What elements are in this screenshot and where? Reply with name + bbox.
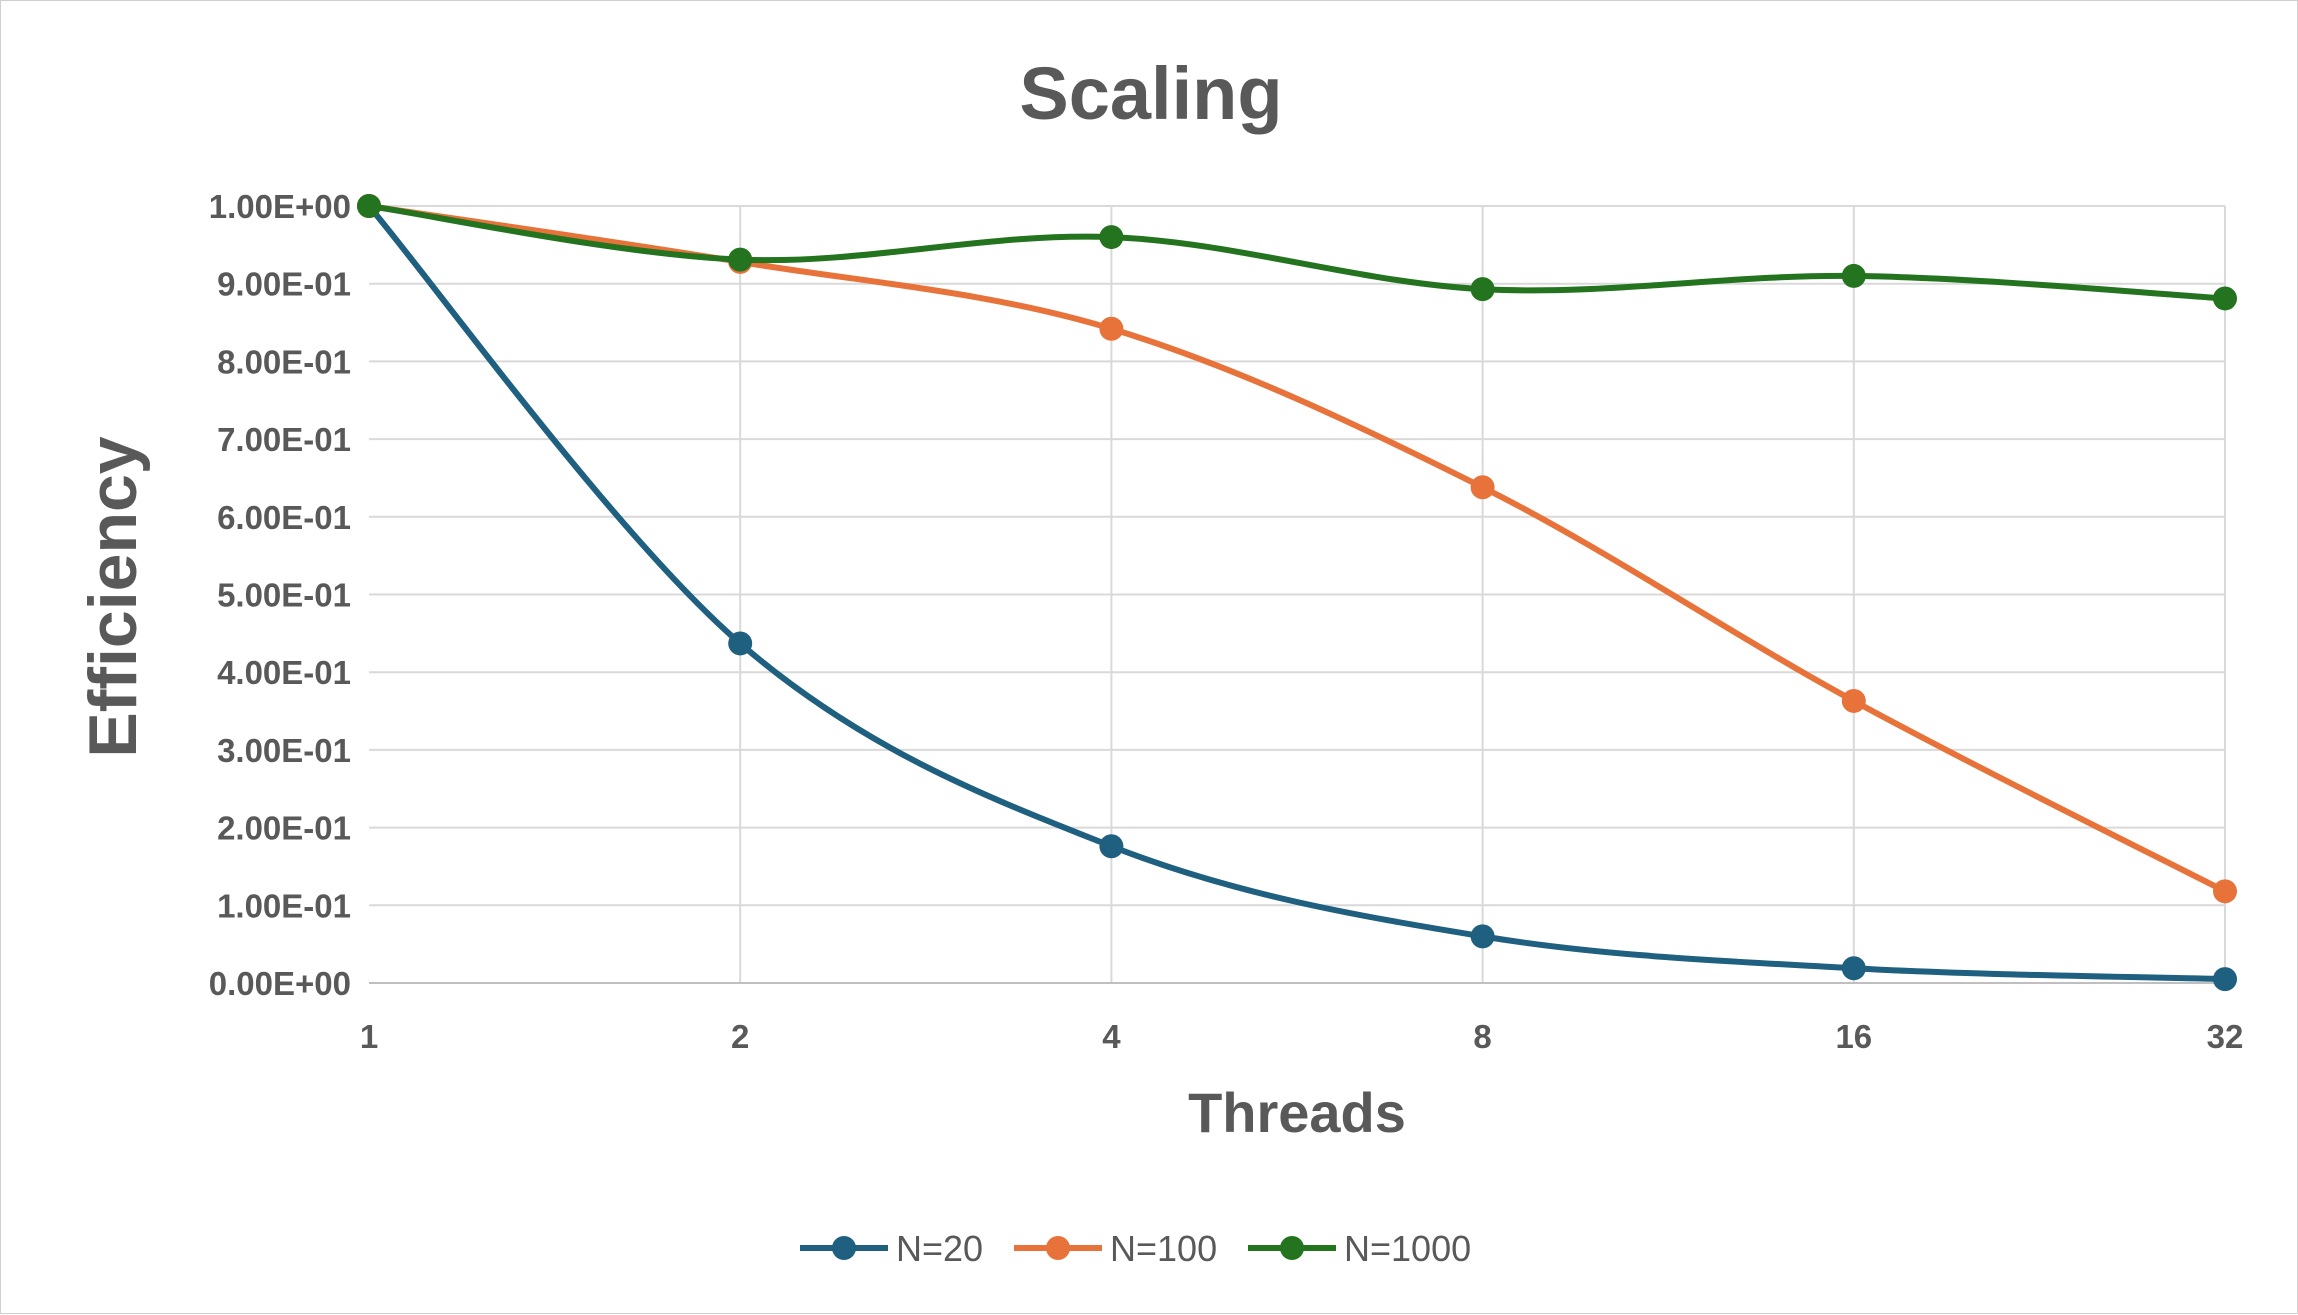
y-tick-label: 6.00E-01: [217, 499, 351, 536]
data-point-n-20: [1841, 956, 1866, 981]
series-line-n-20: [366, 203, 2228, 983]
legend: N=20 N=100 N=1000: [800, 1228, 1471, 1269]
legend-label-n-100: N=100: [1110, 1228, 1217, 1269]
legend-marker-n-1000: [1280, 1236, 1304, 1260]
x-tick-label: 2: [731, 1018, 749, 1055]
data-point-n-100: [1841, 688, 1866, 713]
series-line-n-1000: [366, 203, 2228, 302]
legend-marker-n-100: [1046, 1236, 1070, 1260]
y-tick-label: 9.00E-01: [217, 266, 351, 303]
y-tick-label: 1.00E-01: [217, 887, 351, 924]
y-tick-label: 2.00E-01: [217, 810, 351, 847]
legend-label-n-1000: N=1000: [1344, 1228, 1471, 1269]
x-tick-label: 32: [2207, 1018, 2244, 1055]
legend-label-n-20: N=20: [896, 1228, 983, 1269]
gridlines: [369, 205, 2226, 983]
data-point-n-20: [1099, 834, 1124, 859]
data-point-n-100: [1470, 475, 1495, 500]
data-point-n-100: [2213, 879, 2237, 904]
data-point-n-1000: [2213, 286, 2237, 311]
y-axis-title: Efficiency: [75, 436, 151, 757]
data-point-n-1000: [1841, 263, 1866, 288]
data-point-n-100: [1099, 316, 1124, 341]
x-tick-label: 8: [1473, 1018, 1491, 1055]
legend-entry-n-100: N=100: [1014, 1228, 1217, 1269]
chart-title: Scaling: [1019, 52, 1282, 135]
data-point-n-20: [728, 631, 753, 656]
data-point-n-1000: [1470, 277, 1495, 302]
axes: 0.00E+00 1.00E-01 2.00E-01 3.00E-01 4.00E-01…: [209, 188, 2244, 1055]
legend-entry-n-20: N=20: [800, 1228, 983, 1269]
series-n-20: [357, 194, 2237, 992]
y-tick-label: 5.00E-01: [217, 577, 351, 614]
y-tick-label: 0.00E+00: [209, 965, 351, 1002]
y-tick-label: 1.00E+00: [209, 188, 351, 225]
x-tick-label: 16: [1835, 1018, 1872, 1055]
x-tick-label: 1: [360, 1018, 378, 1055]
series-n-100: [357, 194, 2237, 904]
series-n-1000: [357, 194, 2237, 311]
legend-entry-n-1000: N=1000: [1248, 1228, 1471, 1269]
series-lines: [357, 194, 2237, 992]
x-axis-title: Threads: [1188, 1081, 1406, 1144]
y-tick-label: 4.00E-01: [217, 654, 351, 691]
data-point-n-1000: [728, 247, 753, 272]
y-tick-label: 3.00E-01: [217, 732, 351, 769]
data-point-n-1000: [1099, 225, 1124, 250]
legend-marker-n-20: [832, 1236, 856, 1260]
data-point-n-20: [2213, 967, 2237, 992]
y-tick-label: 8.00E-01: [217, 343, 351, 380]
data-point-n-1000: [357, 194, 381, 218]
x-tick-label: 4: [1102, 1018, 1121, 1055]
data-point-n-20: [1470, 924, 1495, 949]
y-tick-label: 7.00E-01: [217, 421, 351, 458]
